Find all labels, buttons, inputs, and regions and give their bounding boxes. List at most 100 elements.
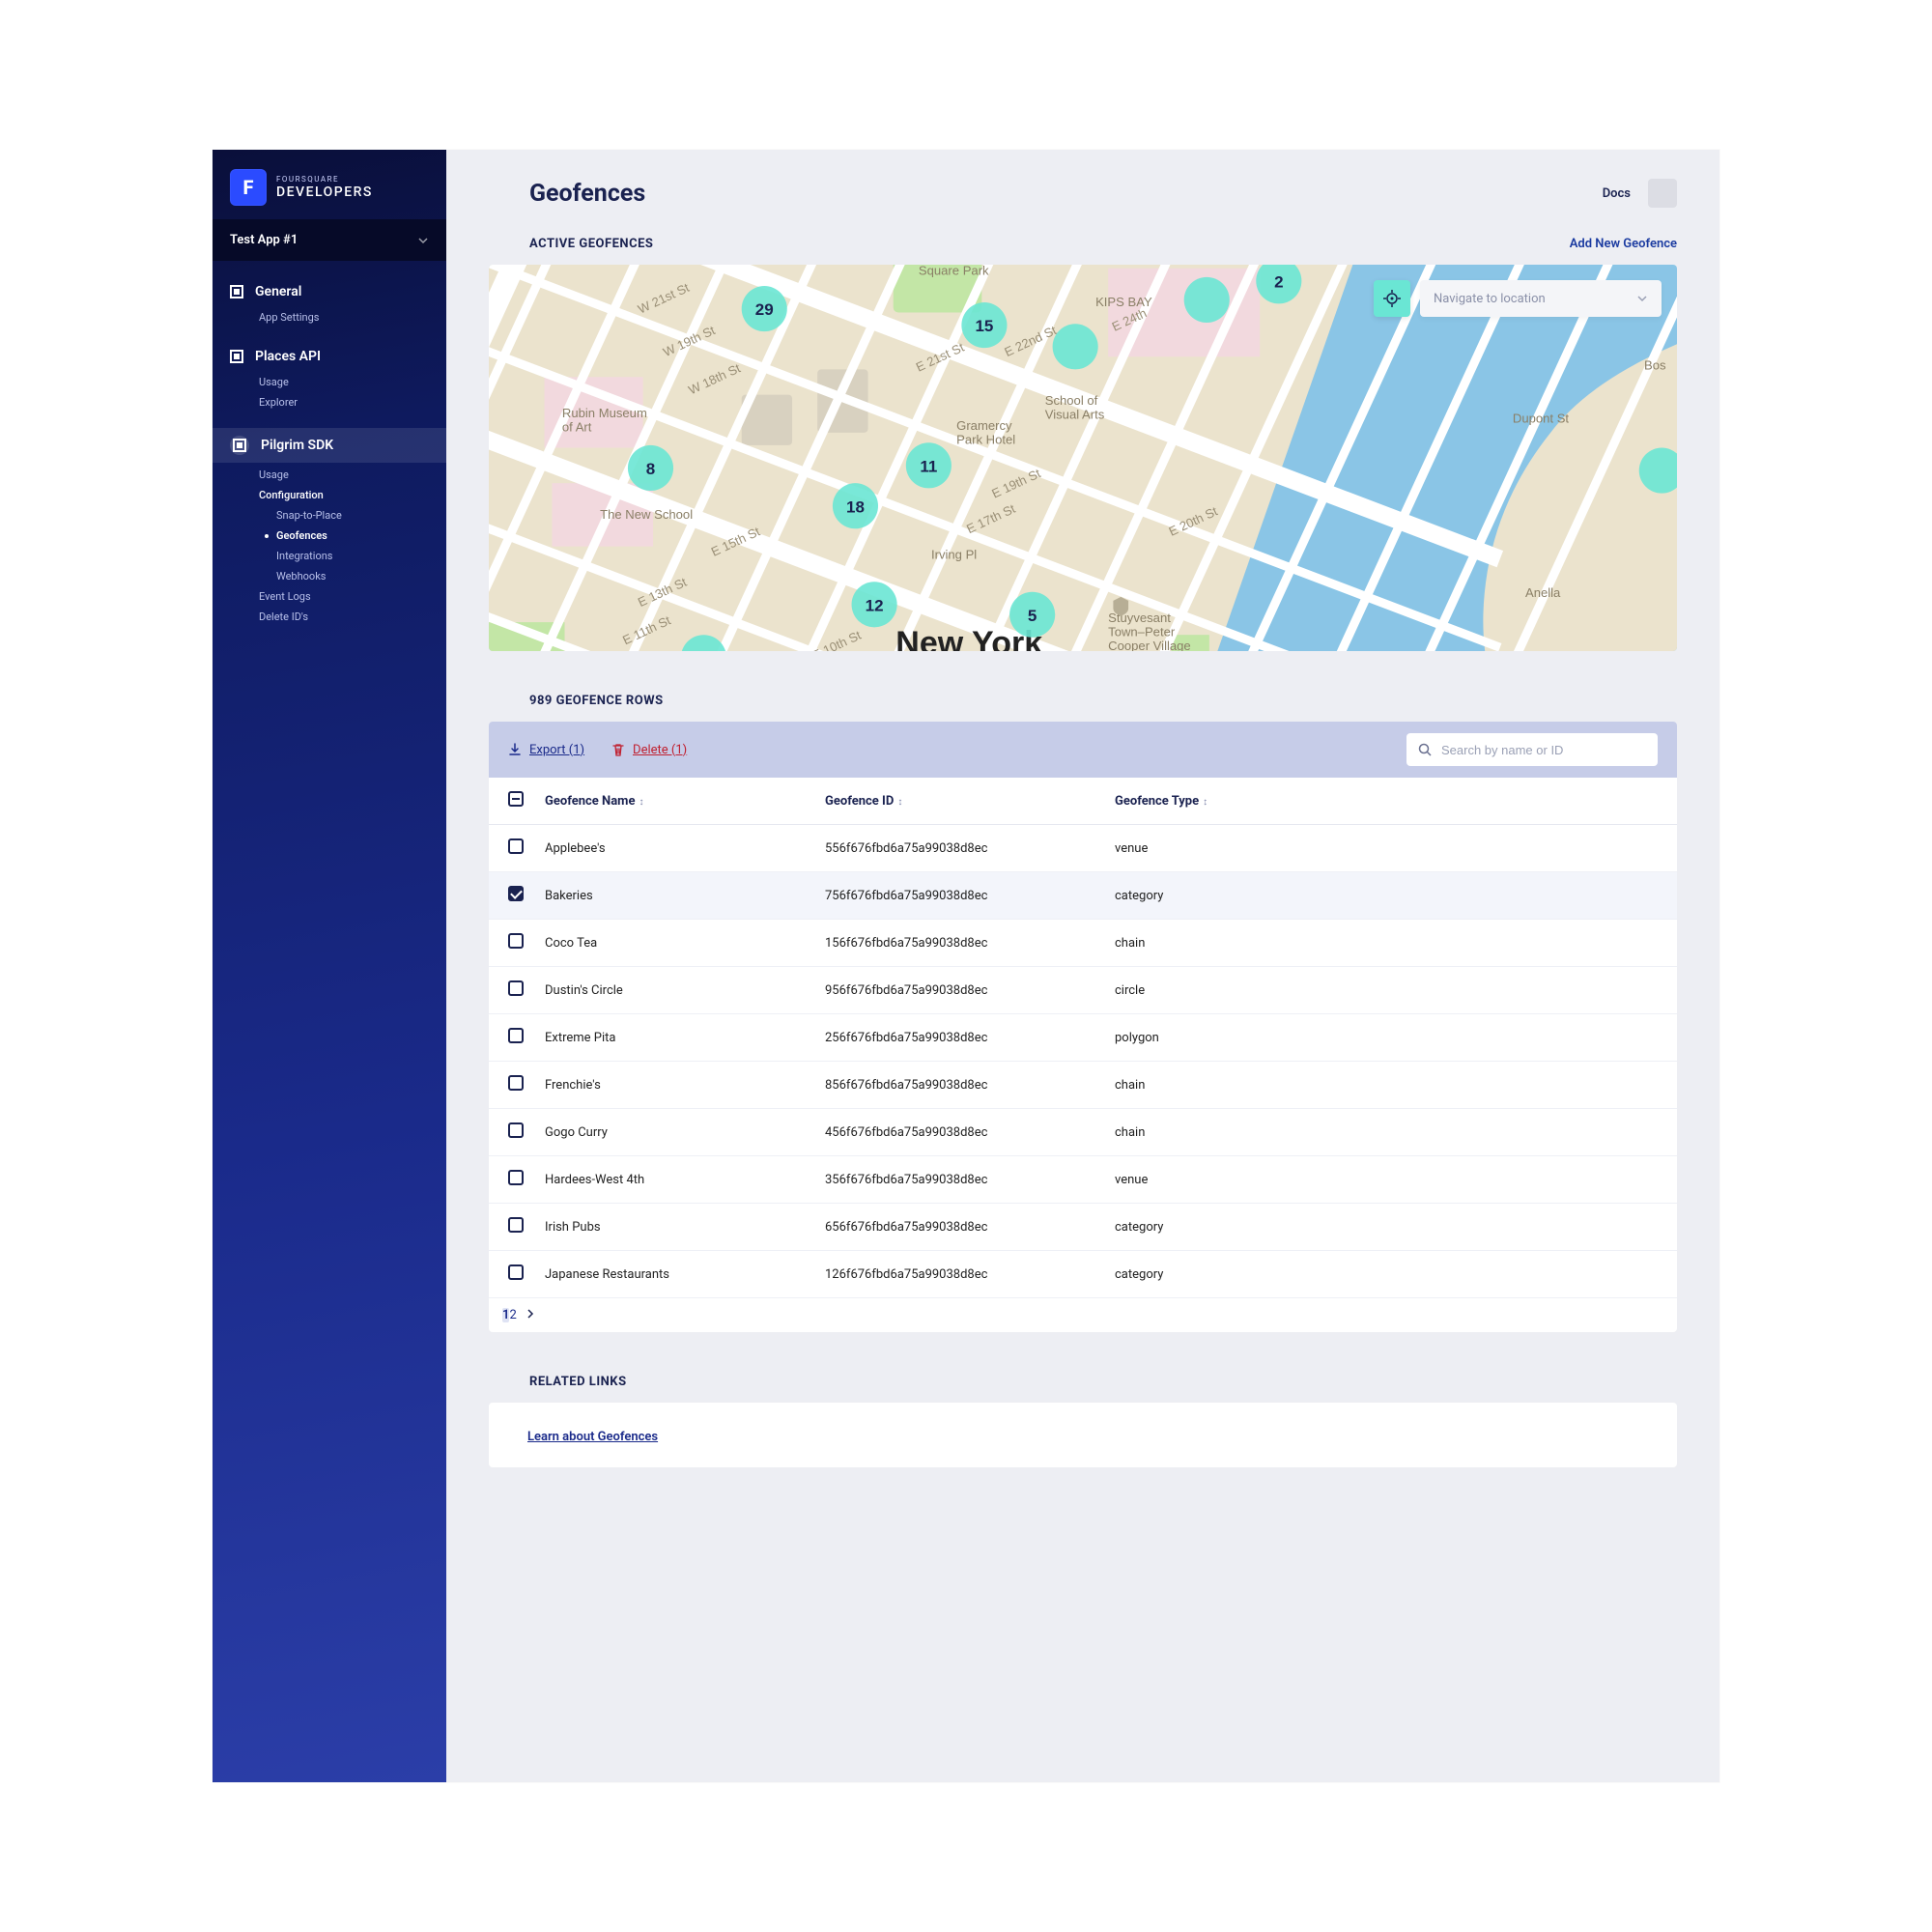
- table-row[interactable]: Japanese Restaurants126f676fbd6a75a99038…: [489, 1251, 1677, 1298]
- nav-sub-item[interactable]: Webhooks: [259, 566, 446, 586]
- select-all-checkbox[interactable]: [508, 791, 524, 807]
- delete-button[interactable]: Delete (1): [611, 743, 687, 757]
- nav-general-label: General: [255, 284, 301, 299]
- related-links-section: RELATED LINKS Learn about Geofences: [489, 1375, 1677, 1467]
- nav-general[interactable]: General: [213, 278, 446, 305]
- docs-link[interactable]: Docs: [1603, 186, 1631, 201]
- svg-text:7: 7: [699, 649, 708, 651]
- row-type: chain: [1105, 920, 1677, 967]
- row-name: Frenchie's: [535, 1062, 815, 1109]
- rows-count: 989 GEOFENCE ROWS: [489, 694, 1677, 722]
- navigate-location-select[interactable]: Navigate to location: [1420, 280, 1662, 317]
- table-row[interactable]: Irish Pubs656f676fbd6a75a99038d8eccatego…: [489, 1204, 1677, 1251]
- table-actions-bar: Export (1) Delete (1): [489, 722, 1677, 778]
- table-row[interactable]: Extreme Pita256f676fbd6a75a99038d8ecpoly…: [489, 1014, 1677, 1062]
- svg-text:Gramercy: Gramercy: [956, 418, 1012, 433]
- row-type: category: [1105, 1251, 1677, 1298]
- add-geofence-link[interactable]: Add New Geofence: [1570, 237, 1677, 251]
- row-name: Gogo Curry: [535, 1109, 815, 1156]
- nav-sub-item[interactable]: Explorer: [259, 392, 446, 412]
- row-name: Coco Tea: [535, 920, 815, 967]
- app-selector[interactable]: Test App #1: [213, 219, 446, 261]
- row-id: 656f676fbd6a75a99038d8ec: [815, 1204, 1105, 1251]
- profile-button[interactable]: [1648, 179, 1677, 208]
- row-id: 256f676fbd6a75a99038d8ec: [815, 1014, 1105, 1062]
- svg-text:Dupont St: Dupont St: [1513, 411, 1570, 425]
- nav-sub-item[interactable]: Delete ID's: [259, 607, 446, 627]
- svg-text:KIPS BAY: KIPS BAY: [1095, 295, 1152, 309]
- row-name: Applebee's: [535, 825, 815, 872]
- col-name[interactable]: Geofence Name↕: [535, 778, 815, 825]
- chevron-down-icon: [417, 235, 429, 246]
- export-button[interactable]: Export (1): [508, 743, 584, 757]
- map[interactable]: W 24th StW 21st StW 19th StW 18th StE 21…: [489, 265, 1677, 651]
- svg-text:Park Hotel: Park Hotel: [956, 433, 1015, 447]
- table-row[interactable]: Dustin's Circle956f676fbd6a75a99038d8ecc…: [489, 967, 1677, 1014]
- active-geofences-section: ACTIVE GEOFENCES Add New Geofence W 24th…: [489, 237, 1677, 651]
- svg-text:12: 12: [866, 596, 884, 614]
- nav-sub-item[interactable]: Configuration: [259, 485, 446, 505]
- page-number[interactable]: 2: [509, 1308, 516, 1322]
- row-id: 456f676fbd6a75a99038d8ec: [815, 1109, 1105, 1156]
- svg-text:8: 8: [646, 460, 655, 478]
- row-checkbox[interactable]: [508, 980, 524, 996]
- brand-bottom: DEVELOPERS: [276, 185, 373, 199]
- locate-button[interactable]: [1374, 280, 1410, 317]
- row-checkbox[interactable]: [508, 838, 524, 854]
- table-row[interactable]: Hardees-West 4th356f676fbd6a75a99038d8ec…: [489, 1156, 1677, 1204]
- row-checkbox[interactable]: [508, 886, 524, 901]
- chevron-down-icon: [1636, 293, 1648, 304]
- nav-sub-item[interactable]: Usage: [259, 372, 446, 392]
- svg-text:Town–Peter: Town–Peter: [1108, 625, 1176, 639]
- row-checkbox[interactable]: [508, 1170, 524, 1185]
- col-type[interactable]: Geofence Type↕: [1105, 778, 1677, 825]
- trash-icon: [611, 743, 625, 756]
- svg-text:15: 15: [975, 317, 993, 335]
- svg-text:The New School: The New School: [600, 507, 693, 522]
- row-checkbox[interactable]: [508, 1028, 524, 1043]
- row-id: 126f676fbd6a75a99038d8ec: [815, 1251, 1105, 1298]
- row-checkbox[interactable]: [508, 933, 524, 949]
- search-box[interactable]: [1406, 733, 1658, 766]
- nav-sub-item[interactable]: App Settings: [259, 307, 446, 327]
- svg-text:Anella: Anella: [1525, 585, 1561, 600]
- svg-text:Bos: Bos: [1644, 357, 1666, 372]
- nav-sub-item[interactable]: Event Logs: [259, 586, 446, 607]
- paginator: 12: [489, 1298, 1677, 1332]
- nav-sub-item[interactable]: Geofences: [259, 526, 446, 546]
- sidebar: F FOURSQUARE DEVELOPERS Test App #1 Gene…: [213, 150, 446, 1782]
- nav-pilgrim[interactable]: Pilgrim SDK: [213, 428, 446, 463]
- table-row[interactable]: Frenchie's856f676fbd6a75a99038d8ecchain: [489, 1062, 1677, 1109]
- table-row[interactable]: Gogo Curry456f676fbd6a75a99038d8ecchain: [489, 1109, 1677, 1156]
- nav-sub-item[interactable]: Integrations: [259, 546, 446, 566]
- row-checkbox[interactable]: [508, 1122, 524, 1138]
- next-page[interactable]: [526, 1308, 534, 1322]
- col-id[interactable]: Geofence ID↕: [815, 778, 1105, 825]
- search-input[interactable]: [1441, 743, 1646, 757]
- learn-geofences-link[interactable]: Learn about Geofences: [527, 1430, 658, 1444]
- search-icon: [1418, 743, 1432, 756]
- table-row[interactable]: Applebee's556f676fbd6a75a99038d8ecvenue: [489, 825, 1677, 872]
- row-checkbox[interactable]: [508, 1075, 524, 1091]
- svg-text:Visual Arts: Visual Arts: [1045, 407, 1105, 421]
- download-icon: [508, 743, 522, 756]
- geofence-table: Geofence Name↕ Geofence ID↕ Geofence Typ…: [489, 778, 1677, 1298]
- svg-text:Cooper Village: Cooper Village: [1108, 639, 1191, 651]
- table-row[interactable]: Bakeries756f676fbd6a75a99038d8eccategory: [489, 872, 1677, 920]
- delete-label: Delete (1): [633, 743, 687, 757]
- row-checkbox[interactable]: [508, 1217, 524, 1233]
- nav-sub-item[interactable]: Usage: [259, 465, 446, 485]
- nav-places-label: Places API: [255, 349, 321, 364]
- nav-sub-item[interactable]: Snap-to-Place: [259, 505, 446, 526]
- main: Geofences Docs ACTIVE GEOFENCES Add New …: [446, 150, 1719, 1782]
- page-title: Geofences: [529, 180, 645, 208]
- row-id: 956f676fbd6a75a99038d8ec: [815, 967, 1105, 1014]
- row-checkbox[interactable]: [508, 1264, 524, 1280]
- row-name: Hardees-West 4th: [535, 1156, 815, 1204]
- row-type: category: [1105, 872, 1677, 920]
- table-row[interactable]: Coco Tea156f676fbd6a75a99038d8ecchain: [489, 920, 1677, 967]
- nav-places[interactable]: Places API: [213, 343, 446, 370]
- svg-text:School of: School of: [1045, 393, 1098, 408]
- row-type: polygon: [1105, 1014, 1677, 1062]
- brand-top: FOURSQUARE: [276, 176, 373, 184]
